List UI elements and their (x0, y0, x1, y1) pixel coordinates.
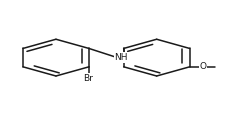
Text: NH: NH (114, 53, 128, 62)
Text: O: O (200, 62, 207, 71)
Text: Br: Br (83, 74, 93, 83)
